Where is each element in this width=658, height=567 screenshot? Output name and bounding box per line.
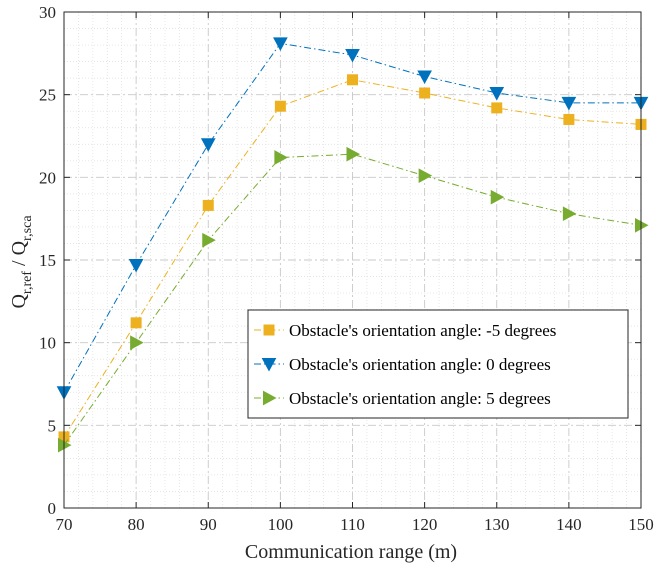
x-tick-label: 140 bbox=[556, 515, 582, 534]
series-2 bbox=[56, 37, 649, 400]
data-point bbox=[562, 206, 577, 222]
data-point bbox=[563, 113, 575, 125]
legend-marker bbox=[263, 324, 275, 336]
data-point bbox=[200, 138, 216, 152]
y-tick-label: 15 bbox=[39, 251, 56, 270]
x-tick-label: 100 bbox=[268, 515, 294, 534]
data-point bbox=[202, 232, 216, 248]
data-point bbox=[561, 96, 577, 111]
series-line bbox=[63, 79, 642, 438]
x-tick-label: 70 bbox=[56, 515, 73, 534]
legend-item: Obstacle's orientation angle: -5 degrees bbox=[254, 321, 556, 340]
legend-item: Obstacle's orientation angle: 5 degrees bbox=[254, 389, 551, 408]
major-grid bbox=[63, 11, 642, 509]
legend-marker bbox=[261, 358, 277, 372]
legend-label: Obstacle's orientation angle: -5 degrees bbox=[289, 321, 556, 340]
data-point bbox=[347, 74, 358, 86]
y-axis-title-separator: / bbox=[8, 255, 30, 271]
x-axis-title: Communication range (m) bbox=[245, 541, 457, 563]
y-tick-label: 25 bbox=[39, 86, 56, 105]
legend-item: Obstacle's orientation angle: 0 degrees bbox=[254, 355, 551, 374]
y-tick-label: 20 bbox=[39, 168, 56, 187]
data-point bbox=[417, 70, 432, 85]
x-tick-label: 90 bbox=[200, 515, 217, 534]
y-axis-title-q1: Q bbox=[8, 294, 30, 309]
data-point bbox=[345, 48, 360, 63]
legend-items: Obstacle's orientation angle: -5 degrees… bbox=[254, 321, 556, 408]
data-point bbox=[274, 100, 286, 112]
y-tick-label: 30 bbox=[39, 3, 56, 22]
data-point bbox=[130, 335, 144, 351]
data-point bbox=[202, 199, 214, 211]
legend-label: Obstacle's orientation angle: 5 degrees bbox=[289, 389, 551, 408]
x-tick-label: 120 bbox=[412, 515, 438, 534]
data-point bbox=[130, 317, 142, 329]
data-point bbox=[491, 102, 503, 114]
legend-label: Obstacle's orientation angle: 0 degrees bbox=[289, 355, 551, 374]
data-point bbox=[274, 150, 288, 165]
x-tick-labels: 70 80 90 100 110 120 130 140 150 bbox=[56, 515, 654, 534]
axis-ticks bbox=[63, 11, 642, 509]
x-tick-label: 150 bbox=[628, 515, 654, 534]
y-axis-title-sub1: r,ref bbox=[20, 271, 35, 294]
y-tick-label: 10 bbox=[39, 334, 56, 353]
data-point bbox=[419, 87, 431, 99]
y-tick-label: 0 bbox=[48, 499, 57, 518]
y-tick-label: 5 bbox=[48, 416, 57, 435]
legend-box bbox=[247, 309, 629, 419]
data-point bbox=[346, 146, 361, 162]
y-axis-title-sub2: r,sca bbox=[20, 215, 35, 241]
y-axis-title: Qr,ref / Qr,sca bbox=[8, 215, 35, 309]
data-point bbox=[490, 189, 505, 205]
x-tick-label: 80 bbox=[128, 515, 145, 534]
series-3 bbox=[58, 146, 649, 453]
x-tick-label: 110 bbox=[340, 515, 365, 534]
y-axis-title-q2: Q bbox=[8, 240, 30, 255]
data-point bbox=[128, 258, 144, 273]
data-point bbox=[273, 37, 288, 51]
legend: Obstacle's orientation angle: -5 degrees… bbox=[247, 309, 629, 419]
data-point bbox=[489, 87, 505, 101]
legend-marker bbox=[263, 390, 277, 406]
y-tick-labels: 0 5 10 15 20 25 30 bbox=[39, 3, 56, 518]
data-point bbox=[418, 168, 433, 184]
x-tick-label: 130 bbox=[484, 515, 510, 534]
